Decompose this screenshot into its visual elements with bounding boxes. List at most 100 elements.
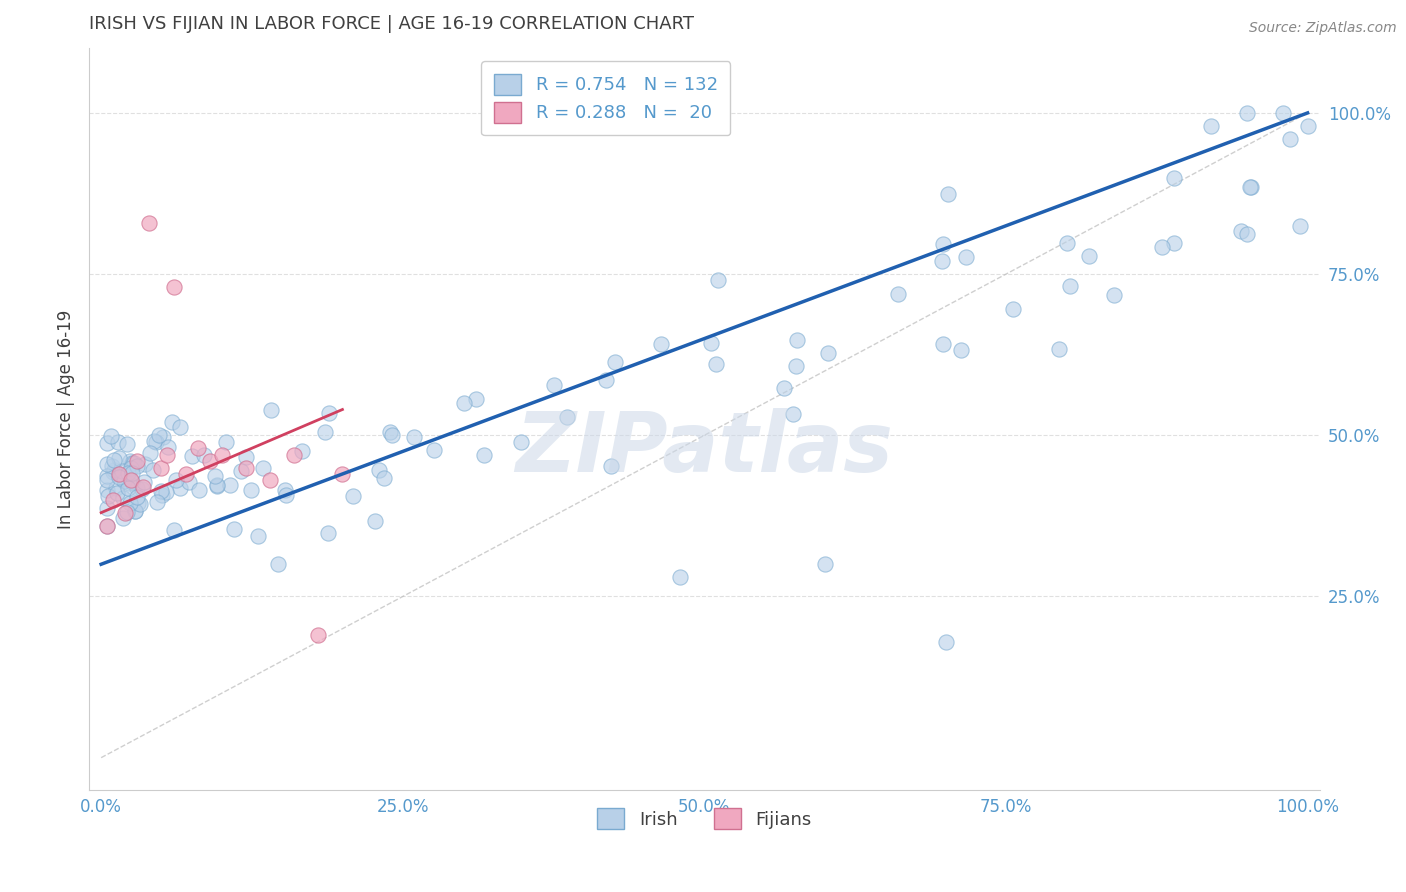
Point: [1239, 179, 1261, 194]
Point: [274, 483, 297, 498]
Point: [252, 460, 274, 475]
Point: [108, 467, 131, 481]
Point: [650, 336, 672, 351]
Point: [165, 473, 187, 487]
Point: [134, 475, 156, 490]
Point: [204, 469, 226, 483]
Point: [107, 434, 129, 449]
Point: [235, 450, 257, 465]
Point: [121, 466, 143, 480]
Point: [112, 470, 135, 484]
Text: ZIPatlas: ZIPatlas: [516, 409, 893, 490]
Point: [1047, 343, 1070, 357]
Point: [125, 481, 148, 495]
Point: [224, 522, 246, 536]
Point: [274, 488, 297, 502]
Point: [103, 463, 125, 477]
Point: [1163, 170, 1185, 185]
Point: [108, 470, 131, 484]
Point: [931, 337, 953, 351]
Point: [121, 456, 143, 470]
Point: [127, 496, 149, 510]
Point: [231, 464, 253, 478]
Point: [259, 474, 281, 488]
Point: [266, 558, 288, 572]
Point: [1296, 119, 1319, 133]
Point: [128, 497, 150, 511]
Point: [138, 215, 160, 229]
Point: [887, 286, 910, 301]
Point: [368, 463, 391, 477]
Point: [599, 458, 621, 473]
Point: [1236, 106, 1258, 120]
Point: [1229, 224, 1251, 238]
Point: [96, 500, 118, 515]
Point: [160, 415, 183, 429]
Point: [115, 436, 138, 450]
Point: [125, 490, 148, 504]
Point: [373, 471, 395, 485]
Point: [453, 396, 475, 410]
Point: [785, 359, 807, 373]
Point: [464, 392, 486, 407]
Point: [122, 456, 145, 470]
Point: [782, 407, 804, 421]
Point: [1056, 236, 1078, 251]
Point: [1288, 219, 1310, 233]
Point: [148, 428, 170, 442]
Point: [101, 459, 124, 474]
Point: [142, 463, 165, 477]
Point: [124, 504, 146, 518]
Point: [1236, 227, 1258, 241]
Point: [96, 483, 118, 497]
Point: [291, 443, 314, 458]
Point: [181, 449, 204, 463]
Point: [700, 335, 723, 350]
Point: [114, 506, 136, 520]
Point: [132, 480, 155, 494]
Point: [603, 355, 626, 369]
Point: [124, 504, 146, 518]
Text: IRISH VS FIJIAN IN LABOR FORCE | AGE 16-19 CORRELATION CHART: IRISH VS FIJIAN IN LABOR FORCE | AGE 16-…: [89, 15, 695, 33]
Point: [169, 481, 191, 495]
Point: [1059, 278, 1081, 293]
Point: [96, 468, 118, 483]
Point: [138, 446, 160, 460]
Point: [131, 482, 153, 496]
Point: [247, 529, 270, 543]
Point: [96, 518, 118, 533]
Y-axis label: In Labor Force | Age 16-19: In Labor Force | Age 16-19: [58, 310, 75, 529]
Text: Source: ZipAtlas.com: Source: ZipAtlas.com: [1249, 21, 1396, 35]
Point: [103, 492, 125, 507]
Point: [283, 448, 305, 462]
Point: [111, 464, 134, 478]
Point: [152, 429, 174, 443]
Point: [595, 373, 617, 387]
Point: [152, 488, 174, 502]
Point: [1104, 287, 1126, 301]
Point: [704, 357, 727, 371]
Point: [402, 430, 425, 444]
Point: [120, 461, 142, 475]
Point: [307, 628, 329, 642]
Point: [112, 491, 135, 505]
Point: [381, 427, 404, 442]
Point: [127, 454, 149, 468]
Point: [235, 460, 257, 475]
Point: [143, 434, 166, 448]
Point: [115, 505, 138, 519]
Point: [162, 280, 184, 294]
Point: [120, 496, 142, 510]
Legend: Irish, Fijians: Irish, Fijians: [591, 801, 818, 837]
Point: [509, 435, 531, 450]
Point: [472, 448, 495, 462]
Point: [1002, 301, 1025, 316]
Point: [96, 473, 118, 487]
Point: [105, 485, 128, 500]
Point: [342, 489, 364, 503]
Point: [97, 489, 120, 503]
Point: [157, 440, 180, 454]
Point: [193, 448, 215, 462]
Point: [125, 458, 148, 473]
Point: [1272, 106, 1295, 120]
